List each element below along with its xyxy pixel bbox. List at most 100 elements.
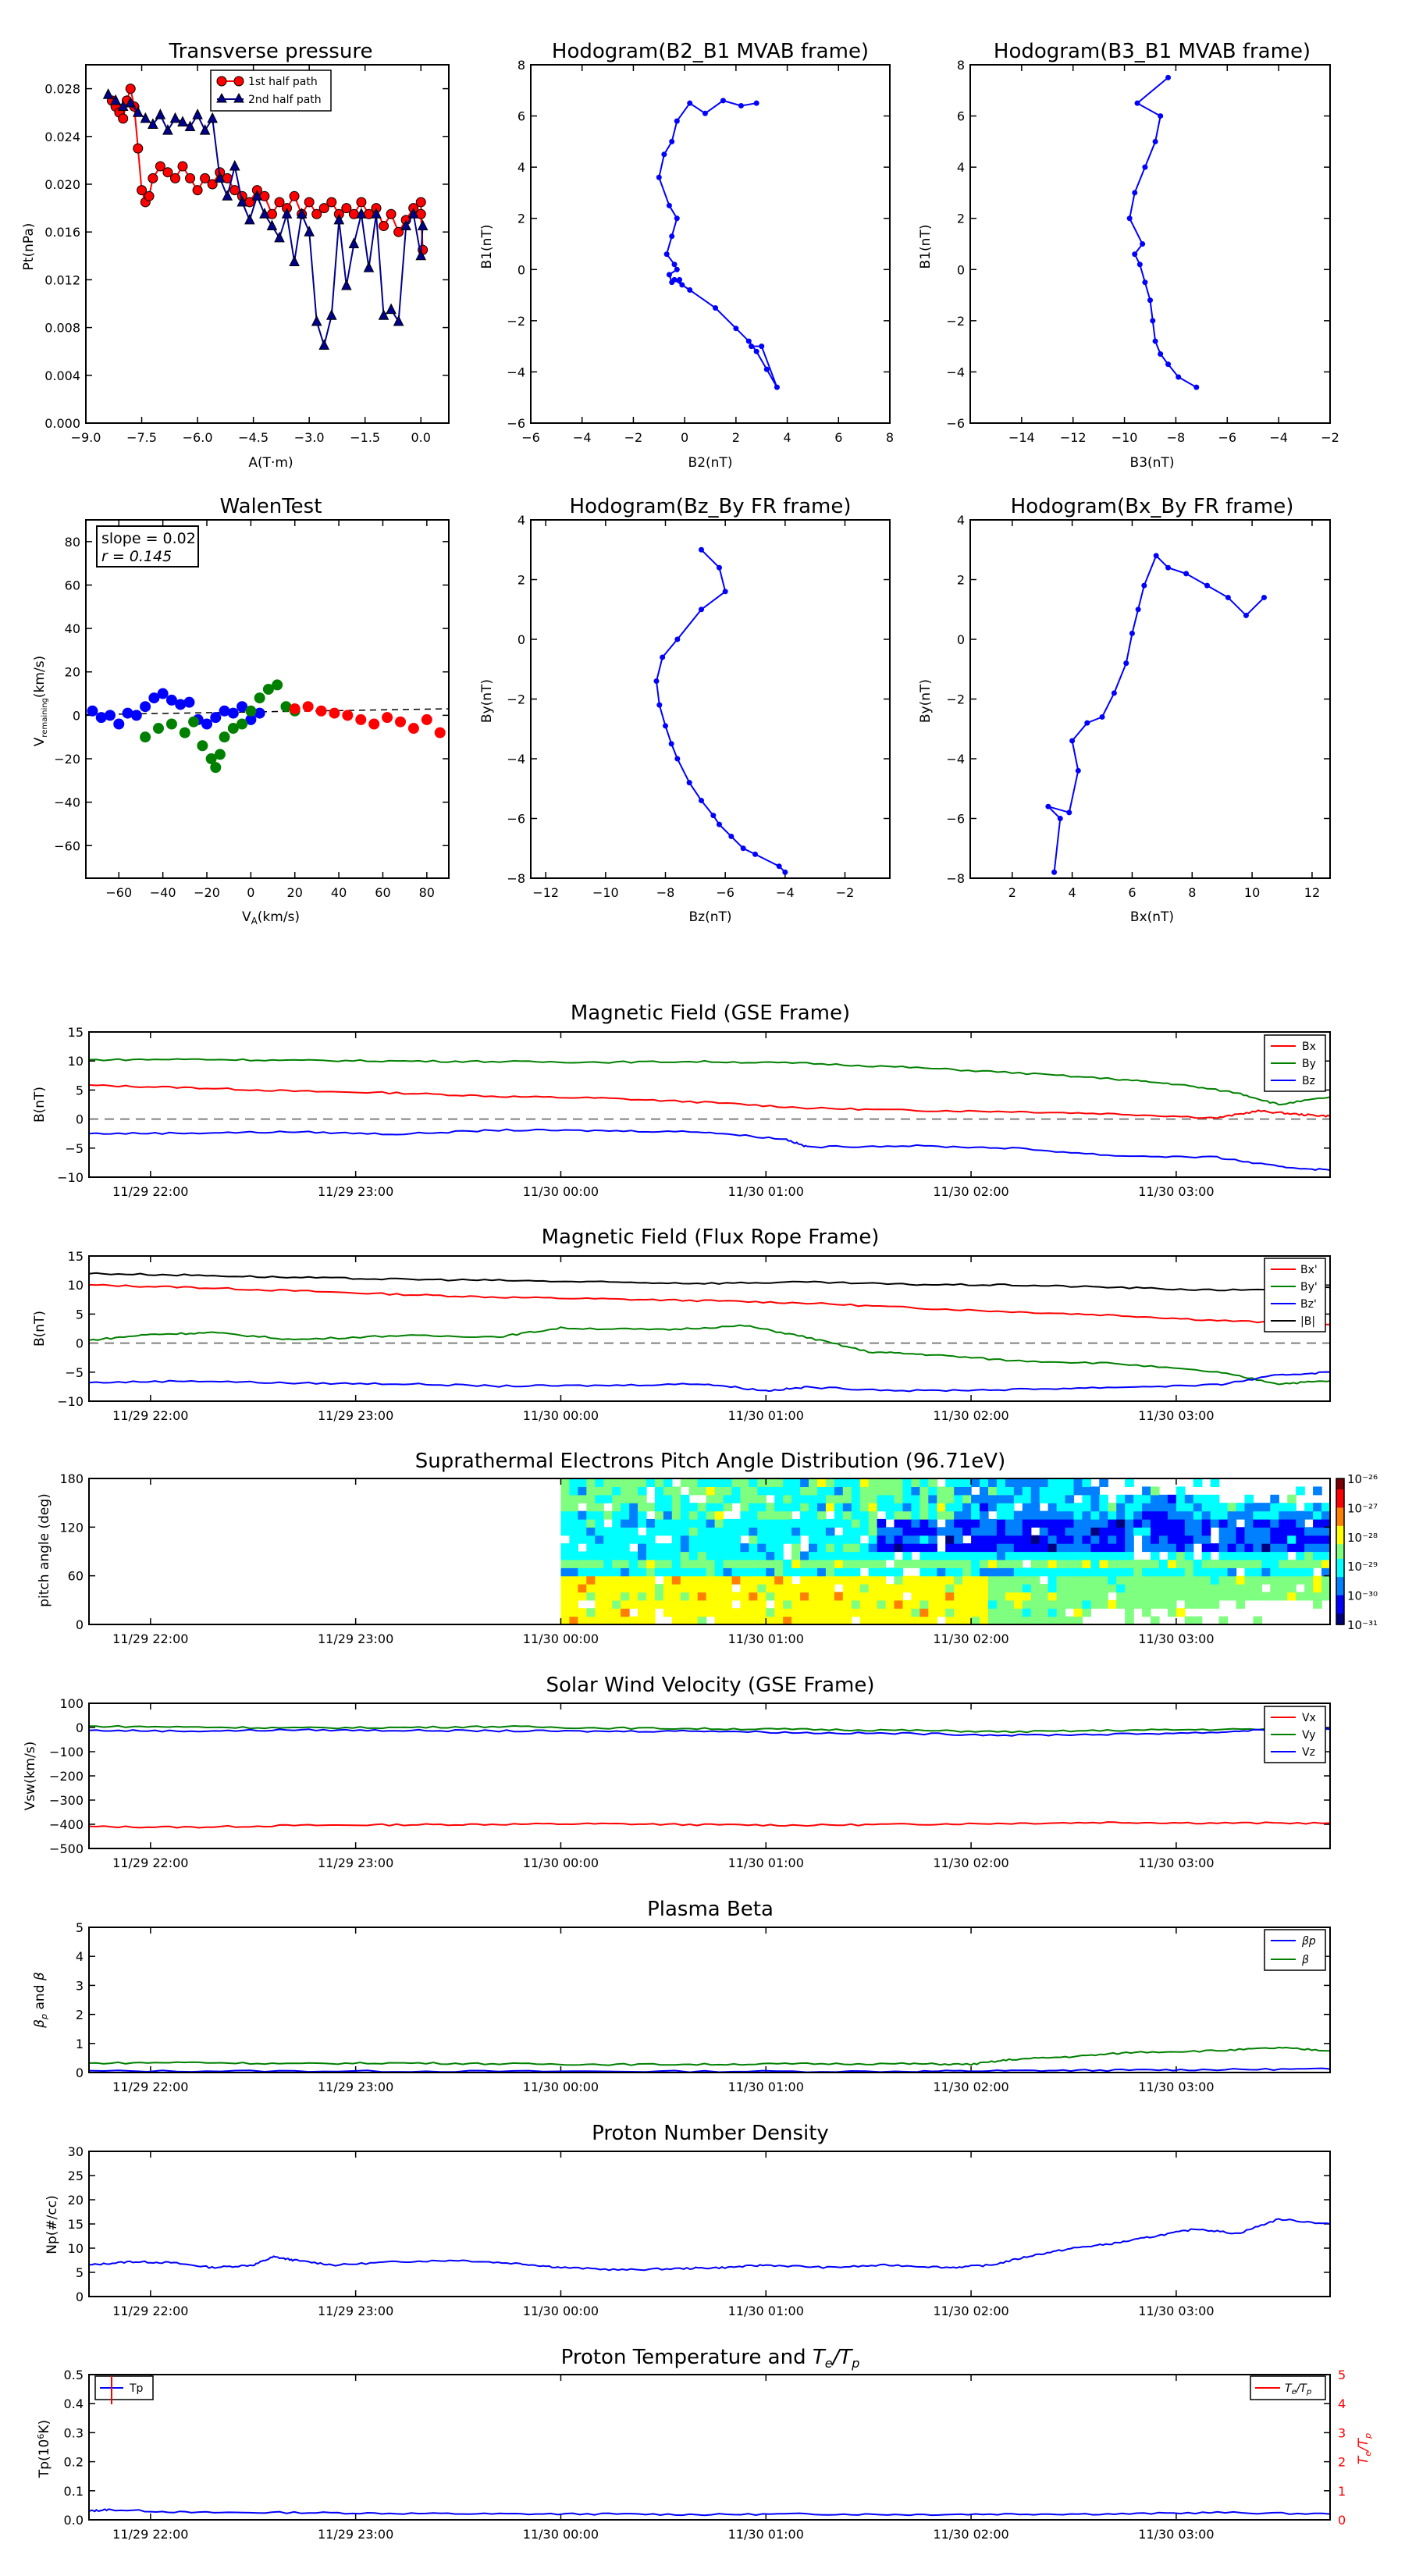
colorbar-segment: [1336, 1536, 1344, 1542]
heatmap-cell: [1236, 1592, 1246, 1601]
legend-label-bz-prime: Bz': [1300, 1298, 1317, 1311]
heatmap-cell: [996, 1518, 1006, 1528]
heatmap-cell: [654, 1567, 664, 1577]
data-point: [669, 233, 675, 240]
heatmap-cell: [1056, 1527, 1066, 1536]
heatmap-cell: [612, 1608, 621, 1617]
x-tick-label: −2: [1321, 430, 1339, 445]
heatmap-cell: [996, 1608, 1006, 1617]
heatmap-cell: [783, 1616, 792, 1625]
heatmap-cell: [1048, 1616, 1058, 1625]
heatmap-cell: [783, 1510, 792, 1520]
heatmap-cell: [1065, 1478, 1075, 1487]
colorbar-segment: [1336, 1573, 1344, 1578]
heatmap-cell: [928, 1503, 937, 1512]
heatmap-cell: [1151, 1510, 1160, 1520]
heatmap-cell: [603, 1616, 613, 1625]
y-tick-label-right: 2: [1338, 2455, 1346, 2470]
heatmap-cell: [1065, 1486, 1075, 1496]
heatmap-cell: [988, 1567, 998, 1577]
heatmap-cell: [902, 1559, 912, 1568]
heatmap-cell: [706, 1494, 716, 1503]
heatmap-cell: [971, 1584, 980, 1593]
data-point: [326, 197, 337, 208]
heatmap-cell: [1125, 1503, 1134, 1512]
heatmap-cell: [1304, 1592, 1314, 1601]
heatmap-cell: [1030, 1543, 1040, 1553]
heatmap-cell: [877, 1494, 887, 1503]
heatmap-cell: [1287, 1527, 1297, 1536]
heatmap-cell: [612, 1494, 621, 1503]
heatmap-cell: [1159, 1559, 1168, 1568]
heatmap-cell: [1159, 1494, 1168, 1503]
heatmap-cell: [1056, 1510, 1066, 1520]
data-point: [666, 272, 672, 278]
series-By: [88, 1058, 1331, 1106]
heatmap-cell: [1270, 1494, 1279, 1503]
heatmap-cell: [902, 1510, 912, 1520]
heatmap-cell: [868, 1599, 878, 1609]
heatmap-cell: [902, 1599, 912, 1609]
heatmap-cell: [1253, 1503, 1262, 1512]
heatmap-cell: [1227, 1592, 1237, 1601]
heatmap-cell: [919, 1559, 929, 1568]
heatmap-cell: [646, 1567, 656, 1577]
heatmap-cell: [646, 1584, 656, 1593]
heatmap-cell: [749, 1599, 758, 1609]
x-tick-label: 11/29 23:00: [318, 1184, 393, 1199]
heatmap-cell: [980, 1518, 989, 1528]
heatmap-cell: [740, 1599, 749, 1609]
heatmap-cell: [680, 1543, 690, 1553]
heatmap-cell: [714, 1608, 724, 1617]
data-point: [237, 718, 248, 730]
heatmap-cell: [560, 1518, 571, 1528]
heatmap-cell: [706, 1543, 716, 1553]
heatmap-cell: [569, 1616, 578, 1625]
heatmap-cell: [945, 1486, 955, 1496]
heatmap-cell: [603, 1608, 613, 1617]
colorbar-segment: [1336, 1507, 1344, 1512]
heatmap-cell: [1244, 1518, 1254, 1528]
heatmap-cell: [954, 1575, 963, 1585]
heatmap-cell: [1133, 1559, 1143, 1568]
heatmap-cell: [714, 1527, 724, 1536]
heatmap-cell: [1279, 1551, 1288, 1560]
heatmap-cell: [1048, 1592, 1058, 1601]
heatmap-cell: [1142, 1535, 1151, 1544]
heatmap-cell: [654, 1486, 664, 1496]
chart-pt: −9.0 −7.5 −6.0 −4.5 −3.0 −1.5 0.00.0000.0040.0…: [44, 64, 450, 445]
heatmap-cell: [586, 1567, 596, 1577]
colorbar-segment: [1336, 1558, 1344, 1564]
heatmap-cell: [825, 1518, 835, 1528]
heatmap-cell: [569, 1608, 578, 1617]
heatmap-cell: [1022, 1616, 1032, 1625]
data-point: [227, 707, 239, 719]
heatmap-cell: [1082, 1599, 1091, 1609]
heatmap-cell: [1048, 1535, 1058, 1544]
heatmap-cell: [1184, 1575, 1194, 1585]
heatmap-cell: [1082, 1510, 1091, 1520]
heatmap-cell: [894, 1518, 904, 1528]
data-point: [378, 309, 389, 320]
heatmap-cell: [894, 1616, 904, 1625]
data-point: [1084, 720, 1090, 726]
heatmap-cell: [1261, 1518, 1271, 1528]
heatmap-cell: [902, 1503, 912, 1512]
data-point: [1134, 100, 1140, 106]
heatmap-cell: [1022, 1510, 1032, 1520]
heatmap-cell: [1201, 1567, 1211, 1577]
x-tick-label: 11/30 03:00: [1138, 1856, 1214, 1870]
y-tick-label: 4: [518, 513, 525, 528]
x-tick-label: −9.0: [71, 430, 101, 445]
heatmap-cell: [834, 1592, 844, 1601]
heatmap-cell: [757, 1486, 767, 1496]
heatmap-cell: [945, 1518, 955, 1528]
panel-hodogram-bx-by: Hodogram(Bx_By FR frame) Bx(nT) By(nT) 2…: [918, 495, 1331, 925]
data-point: [130, 710, 142, 721]
heatmap-cell: [1022, 1486, 1032, 1496]
heatmap-cell: [612, 1575, 621, 1585]
heatmap-cell: [1184, 1559, 1194, 1568]
data-point: [237, 195, 248, 207]
heatmap-cell: [560, 1503, 571, 1512]
